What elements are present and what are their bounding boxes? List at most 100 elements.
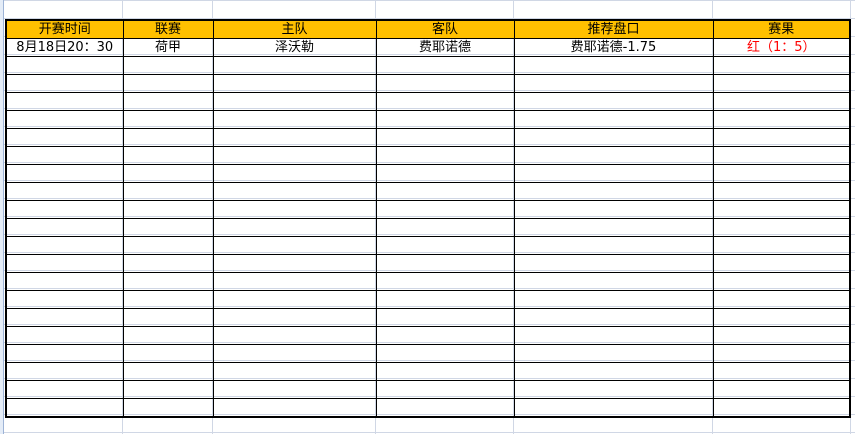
empty-cell[interactable]: [122, 74, 214, 93]
empty-cell[interactable]: [122, 236, 214, 255]
empty-cell[interactable]: [5, 344, 124, 363]
empty-cell[interactable]: [513, 362, 714, 381]
empty-cell[interactable]: [513, 92, 714, 111]
cell-pick[interactable]: 费耶诺德-1.75: [513, 38, 714, 57]
empty-cell[interactable]: [375, 56, 515, 75]
empty-cell[interactable]: [375, 380, 515, 399]
empty-cell[interactable]: [712, 56, 851, 75]
empty-cell[interactable]: [212, 254, 377, 273]
empty-cell[interactable]: [5, 92, 124, 111]
empty-cell[interactable]: [122, 218, 214, 237]
empty-cell[interactable]: [375, 272, 515, 291]
empty-cell[interactable]: [513, 326, 714, 345]
empty-cell[interactable]: [712, 164, 851, 183]
empty-cell[interactable]: [122, 362, 214, 381]
empty-cell[interactable]: [513, 56, 714, 75]
empty-cell[interactable]: [375, 182, 515, 201]
header-league[interactable]: 联赛: [122, 19, 214, 39]
empty-cell[interactable]: [122, 398, 214, 418]
empty-cell[interactable]: [212, 326, 377, 345]
empty-cell[interactable]: [712, 182, 851, 201]
empty-cell[interactable]: [375, 110, 515, 129]
empty-cell[interactable]: [712, 110, 851, 129]
empty-cell[interactable]: [375, 128, 515, 147]
empty-cell[interactable]: [513, 110, 714, 129]
empty-cell[interactable]: [375, 164, 515, 183]
empty-cell[interactable]: [212, 74, 377, 93]
empty-cell[interactable]: [513, 236, 714, 255]
empty-cell[interactable]: [375, 362, 515, 381]
empty-cell[interactable]: [513, 398, 714, 418]
empty-cell[interactable]: [712, 272, 851, 291]
empty-cell[interactable]: [513, 344, 714, 363]
empty-cell[interactable]: [122, 200, 214, 219]
empty-cell[interactable]: [712, 308, 851, 327]
header-time[interactable]: 开赛时间: [5, 19, 124, 39]
empty-cell[interactable]: [122, 290, 214, 309]
empty-cell[interactable]: [375, 74, 515, 93]
empty-cell[interactable]: [5, 56, 124, 75]
empty-cell[interactable]: [122, 182, 214, 201]
empty-cell[interactable]: [212, 362, 377, 381]
empty-cell[interactable]: [5, 326, 124, 345]
empty-cell[interactable]: [5, 110, 124, 129]
empty-cell[interactable]: [712, 380, 851, 399]
empty-cell[interactable]: [212, 200, 377, 219]
empty-cell[interactable]: [712, 290, 851, 309]
cell-time[interactable]: 8月18日20：30: [5, 38, 124, 57]
empty-cell[interactable]: [375, 398, 515, 418]
empty-cell[interactable]: [712, 362, 851, 381]
empty-cell[interactable]: [712, 326, 851, 345]
empty-cell[interactable]: [5, 200, 124, 219]
empty-cell[interactable]: [375, 92, 515, 111]
empty-cell[interactable]: [712, 218, 851, 237]
empty-cell[interactable]: [375, 344, 515, 363]
empty-cell[interactable]: [375, 254, 515, 273]
empty-cell[interactable]: [513, 128, 714, 147]
empty-cell[interactable]: [5, 236, 124, 255]
empty-cell[interactable]: [375, 200, 515, 219]
cell-league[interactable]: 荷甲: [122, 38, 214, 57]
empty-cell[interactable]: [5, 362, 124, 381]
empty-cell[interactable]: [212, 182, 377, 201]
empty-cell[interactable]: [375, 326, 515, 345]
empty-cell[interactable]: [712, 92, 851, 111]
cell-home[interactable]: 泽沃勒: [212, 38, 377, 57]
header-pick[interactable]: 推荐盘口: [513, 19, 714, 39]
empty-cell[interactable]: [513, 200, 714, 219]
empty-cell[interactable]: [122, 326, 214, 345]
empty-cell[interactable]: [5, 146, 124, 165]
empty-cell[interactable]: [5, 398, 124, 418]
empty-cell[interactable]: [122, 128, 214, 147]
empty-cell[interactable]: [5, 254, 124, 273]
empty-cell[interactable]: [122, 92, 214, 111]
empty-cell[interactable]: [5, 272, 124, 291]
empty-cell[interactable]: [212, 92, 377, 111]
header-result[interactable]: 赛果: [712, 19, 851, 39]
empty-cell[interactable]: [212, 344, 377, 363]
empty-cell[interactable]: [5, 164, 124, 183]
empty-cell[interactable]: [212, 308, 377, 327]
empty-cell[interactable]: [712, 200, 851, 219]
header-home[interactable]: 主队: [212, 19, 377, 39]
empty-cell[interactable]: [122, 380, 214, 399]
empty-cell[interactable]: [212, 164, 377, 183]
empty-cell[interactable]: [212, 128, 377, 147]
empty-cell[interactable]: [5, 380, 124, 399]
empty-cell[interactable]: [212, 290, 377, 309]
empty-cell[interactable]: [712, 74, 851, 93]
empty-cell[interactable]: [5, 308, 124, 327]
empty-cell[interactable]: [712, 398, 851, 418]
empty-cell[interactable]: [212, 56, 377, 75]
empty-cell[interactable]: [513, 308, 714, 327]
empty-cell[interactable]: [212, 380, 377, 399]
cell-result[interactable]: 红（1：5）: [712, 38, 851, 57]
empty-cell[interactable]: [212, 398, 377, 418]
empty-cell[interactable]: [212, 110, 377, 129]
empty-cell[interactable]: [513, 74, 714, 93]
empty-cell[interactable]: [5, 128, 124, 147]
cell-away[interactable]: 费耶诺德: [375, 38, 515, 57]
empty-cell[interactable]: [122, 164, 214, 183]
empty-cell[interactable]: [375, 218, 515, 237]
empty-cell[interactable]: [212, 272, 377, 291]
